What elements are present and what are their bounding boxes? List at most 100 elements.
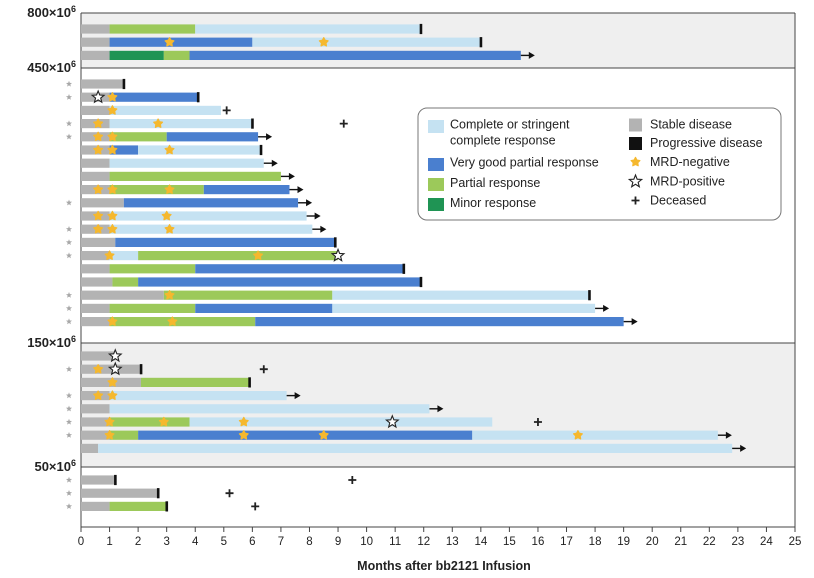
x-tick-label: 7 (278, 536, 284, 548)
bar-segment-vgpr (195, 264, 404, 274)
legend-swatch-mr (428, 198, 444, 211)
markers (65, 23, 747, 512)
bar-segment-pr (138, 251, 339, 261)
x-tick-label: 3 (163, 536, 169, 548)
mrd-negative-marker (93, 144, 104, 155)
bar-segment-cr (98, 443, 733, 453)
mrd-negative-marker (107, 390, 118, 400)
bar-segment-cr (109, 251, 139, 261)
progressive-disease-marker (259, 144, 263, 156)
legend-label: MRD-positive (650, 175, 725, 189)
mrd-negative-marker (93, 224, 104, 234)
legend-mrd-positive-marker (627, 173, 644, 188)
progressive-disease-marker (419, 276, 423, 288)
legend: Complete or stringent complete response Ve… (417, 107, 782, 221)
bar-segment-pr (140, 377, 250, 387)
row-asterisk (65, 405, 73, 412)
legend-box (417, 107, 782, 221)
x-tick-label: 1 (106, 536, 112, 548)
x-tick-label: 14 (474, 536, 487, 548)
progressive-disease-marker (588, 290, 591, 301)
bar-segment-pr (163, 50, 190, 60)
row-asterisk (65, 226, 73, 232)
mrd-negative-marker (164, 290, 175, 300)
mrd-negative-marker (318, 37, 329, 47)
progressive-disease-marker (248, 377, 251, 388)
x-tick-label: 18 (589, 536, 602, 548)
row-asterisk (65, 292, 73, 298)
ongoing-arrow-head (288, 172, 295, 180)
mrd-negative-marker (164, 224, 175, 234)
mrd-negative-marker (572, 430, 583, 440)
bar-segment-cr (109, 105, 221, 115)
progressive-disease-marker (114, 474, 117, 486)
bar-segment-vgpr (203, 185, 290, 195)
bar-segment-vgpr (123, 198, 299, 208)
mrd-negative-marker (104, 416, 115, 427)
bar-segment-pr (163, 290, 333, 300)
bar-segment-sd (81, 351, 116, 361)
deceased-marker (259, 365, 268, 374)
bar-segment-sd (81, 430, 110, 440)
mrd-negative-marker (238, 416, 249, 427)
mrd-negative-marker (107, 105, 118, 115)
ongoing-arrow-head (271, 159, 278, 167)
bar-segment-sd (81, 237, 116, 247)
bar-segment-cr (189, 417, 493, 427)
legend-deceased-marker (631, 196, 640, 205)
mrd-negative-marker (107, 224, 118, 234)
bar-segment-pr (109, 24, 196, 34)
legend-label: Stable disease (650, 118, 732, 132)
bar-segment-vgpr (138, 277, 421, 287)
bar-segment-cr (109, 119, 253, 129)
mrd-negative-marker (164, 37, 175, 47)
legend-label: Complete or stringent complete response (450, 118, 570, 148)
bar-segment-sd (81, 317, 110, 327)
mrd-negative-marker (164, 184, 175, 194)
bar-segment-sd (81, 37, 110, 47)
bar-segment-cr (195, 24, 421, 34)
bar-segment-pr (109, 417, 190, 427)
bar-segment-sd (81, 488, 159, 498)
progressive-disease-marker (139, 364, 143, 375)
dose-labels: 800×106 450×106 150×106 50×106 (27, 4, 76, 474)
ongoing-arrow-head (297, 186, 304, 194)
row-asterisk (65, 80, 73, 87)
legend-swatch-sd (629, 118, 642, 132)
x-tick-label: 19 (617, 536, 630, 548)
legend-label: Partial response (450, 176, 540, 190)
bar-segment-cr (138, 145, 261, 155)
mrd-negative-marker (107, 131, 118, 142)
legend-label: Minor response (450, 196, 536, 210)
ongoing-arrow-head (725, 431, 732, 439)
row-asterisk (65, 252, 73, 259)
progressive-disease-marker (402, 263, 406, 274)
ongoing-arrow-head (437, 405, 444, 413)
bar-segment-cr (109, 224, 313, 234)
mrd-negative-marker (153, 118, 164, 128)
x-tick-label: 2 (135, 536, 141, 548)
x-tick-label: 4 (192, 536, 199, 548)
bar-segment-sd (81, 79, 124, 89)
row-asterisk (65, 432, 73, 438)
bar-segment-vgpr (138, 430, 473, 440)
x-tick-label: 13 (446, 536, 459, 548)
bar-segment-sd (81, 105, 110, 115)
mrd-negative-marker (161, 210, 172, 221)
mrd-positive-marker (330, 247, 346, 262)
progressive-disease-marker (479, 37, 483, 48)
row-asterisk (65, 305, 73, 311)
x-tick-label: 15 (503, 536, 516, 548)
mrd-negative-marker (107, 92, 118, 102)
mrd-negative-marker (164, 144, 175, 155)
ongoing-arrow-head (294, 392, 301, 400)
deceased-marker (225, 489, 234, 498)
patient-bars (81, 24, 733, 511)
ongoing-arrow-head (266, 133, 273, 141)
ongoing-arrow-head (314, 212, 321, 220)
bar-segment-pr (109, 132, 167, 142)
mrd-negative-marker (93, 131, 104, 142)
legend-label: MRD-negative (650, 155, 730, 169)
mrd-negative-marker (107, 144, 118, 155)
